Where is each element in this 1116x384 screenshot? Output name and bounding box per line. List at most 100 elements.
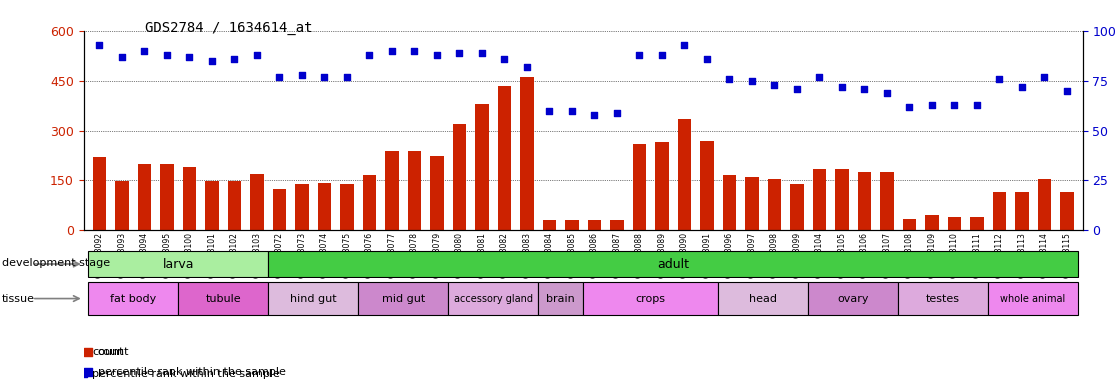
Point	[968, 101, 985, 108]
Point	[743, 78, 761, 84]
Bar	[633, 144, 646, 230]
Bar	[88, 251, 268, 277]
Bar	[453, 124, 466, 230]
Bar	[857, 172, 872, 230]
Text: brain: brain	[546, 293, 575, 304]
Text: head: head	[749, 293, 777, 304]
Point	[338, 74, 356, 80]
Bar	[565, 220, 578, 230]
Text: GDS2784 / 1634614_at: GDS2784 / 1634614_at	[145, 21, 312, 35]
Text: mid gut: mid gut	[382, 293, 425, 304]
Bar	[475, 104, 489, 230]
Point	[75, 349, 93, 355]
Text: tissue: tissue	[2, 294, 36, 304]
Point	[653, 51, 671, 58]
Bar	[808, 282, 898, 315]
Bar	[925, 215, 939, 230]
Point	[135, 48, 153, 54]
Bar	[340, 184, 354, 230]
Text: count: count	[98, 346, 129, 357]
Text: fat body: fat body	[110, 293, 156, 304]
Point	[631, 51, 648, 58]
Bar	[430, 156, 444, 230]
Point	[383, 48, 401, 54]
Text: count: count	[92, 346, 124, 357]
Bar	[881, 172, 894, 230]
Point	[945, 101, 963, 108]
Bar	[898, 282, 988, 315]
Bar	[790, 184, 804, 230]
Point	[360, 51, 378, 58]
Bar	[358, 282, 449, 315]
Point	[833, 84, 850, 90]
Point	[405, 48, 423, 54]
Point	[90, 41, 108, 48]
Text: development stage: development stage	[2, 258, 110, 268]
Point	[540, 108, 558, 114]
Bar	[835, 169, 848, 230]
Bar	[745, 177, 759, 230]
Point	[855, 86, 873, 92]
Bar	[161, 164, 174, 230]
Bar	[992, 192, 1006, 230]
Bar	[1016, 192, 1029, 230]
Bar	[295, 184, 309, 230]
Bar	[812, 169, 826, 230]
Text: adult: adult	[657, 258, 689, 270]
Text: percentile rank within the sample: percentile rank within the sample	[92, 369, 280, 379]
Bar	[1038, 179, 1051, 230]
Point	[316, 74, 334, 80]
Point	[496, 56, 513, 62]
Bar	[93, 157, 106, 230]
Bar	[583, 282, 718, 315]
Bar	[250, 174, 263, 230]
Point	[990, 76, 1008, 82]
Bar	[700, 141, 713, 230]
Bar	[903, 219, 916, 230]
Point	[248, 51, 266, 58]
Point	[1036, 74, 1054, 80]
Point	[562, 108, 580, 114]
Point	[79, 349, 97, 355]
Bar	[542, 220, 556, 230]
Point	[878, 89, 896, 96]
Text: crops: crops	[636, 293, 665, 304]
Bar	[272, 189, 286, 230]
Bar	[988, 282, 1078, 315]
Bar	[722, 175, 737, 230]
Point	[473, 50, 491, 56]
Bar	[677, 119, 691, 230]
Bar	[363, 175, 376, 230]
Point	[181, 54, 199, 60]
Bar	[1060, 192, 1074, 230]
Bar	[268, 282, 358, 315]
Bar	[498, 86, 511, 230]
Point	[1013, 84, 1031, 90]
Text: percentile rank within the sample: percentile rank within the sample	[98, 366, 286, 377]
Point	[901, 104, 918, 110]
Bar	[520, 77, 533, 230]
Point	[158, 51, 176, 58]
Bar	[183, 167, 196, 230]
Bar	[88, 282, 179, 315]
Point	[225, 56, 243, 62]
Point	[1058, 88, 1076, 94]
Point	[810, 74, 828, 80]
Bar	[137, 164, 151, 230]
Bar	[179, 282, 268, 315]
Point	[608, 109, 626, 116]
Point	[698, 56, 715, 62]
Bar	[610, 220, 624, 230]
Point	[451, 50, 469, 56]
Bar	[205, 181, 219, 230]
Point	[427, 51, 445, 58]
Bar	[449, 282, 538, 315]
Point	[675, 41, 693, 48]
Text: ovary: ovary	[837, 293, 869, 304]
Bar	[268, 251, 1078, 277]
Bar	[318, 183, 331, 230]
Point	[788, 86, 806, 92]
Point	[203, 58, 221, 64]
Bar	[718, 282, 808, 315]
Bar	[655, 142, 668, 230]
